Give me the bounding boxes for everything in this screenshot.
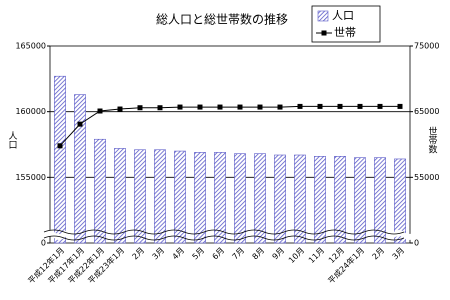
bar xyxy=(74,94,86,244)
legend-label: 人口 xyxy=(332,9,354,22)
x-tick-label: 6月 xyxy=(211,246,227,262)
marker xyxy=(57,143,63,149)
bar xyxy=(154,149,166,244)
x-tick-label: 9月 xyxy=(271,246,287,262)
marker xyxy=(217,104,223,110)
plot-frame xyxy=(49,45,411,244)
marker xyxy=(337,103,343,109)
bar xyxy=(274,154,286,244)
marker xyxy=(97,108,103,114)
x-tick-label: 3月 xyxy=(391,246,407,262)
bar xyxy=(334,156,346,244)
y-tick-label: 155000 xyxy=(15,173,46,182)
x-tick-label: 7月 xyxy=(231,246,247,262)
marker xyxy=(157,105,163,111)
marker xyxy=(397,103,403,109)
marker xyxy=(117,106,123,112)
bar xyxy=(394,158,406,244)
marker xyxy=(77,121,83,127)
y2-tick-label: 55000 xyxy=(414,173,439,182)
legend-swatch xyxy=(317,10,329,22)
axis-break xyxy=(394,230,424,240)
axis-break xyxy=(43,235,405,241)
y-tick-label: 165000 xyxy=(15,42,46,51)
bar xyxy=(294,154,306,244)
x-tick-label: 8月 xyxy=(251,246,267,262)
legend-box xyxy=(311,5,381,43)
bar xyxy=(214,152,226,244)
marker xyxy=(377,103,383,109)
x-tick-label: 3月 xyxy=(151,246,167,262)
bar xyxy=(234,153,246,244)
bar xyxy=(254,153,266,244)
y2-axis-label: 世帯数 xyxy=(427,125,438,154)
x-tick-label: 11月 xyxy=(307,246,326,265)
bar xyxy=(174,150,186,244)
y2-tick-label: 75000 xyxy=(414,42,439,51)
axis-break xyxy=(43,229,405,235)
y-axis-label: 人口 xyxy=(7,131,18,149)
bar xyxy=(194,152,206,244)
x-tick-label: 平成24年1月 xyxy=(326,245,367,286)
x-tick-label: 2月 xyxy=(371,246,387,262)
marker xyxy=(177,104,183,110)
marker xyxy=(237,104,243,110)
legend-marker xyxy=(321,30,327,36)
x-tick-label: 2月 xyxy=(131,246,147,262)
bar xyxy=(114,148,126,244)
x-tick-label: 4月 xyxy=(171,246,187,262)
line xyxy=(59,105,400,147)
marker xyxy=(137,105,143,111)
bar xyxy=(314,156,326,244)
bar xyxy=(374,157,386,244)
marker xyxy=(317,103,323,109)
x-tick-label: 5月 xyxy=(191,246,207,262)
y-tick-label: 0 xyxy=(41,239,46,248)
marker xyxy=(257,104,263,110)
axis-break xyxy=(44,230,74,240)
bar xyxy=(134,149,146,244)
bar xyxy=(94,138,106,244)
legend-label: 世帯 xyxy=(334,26,356,39)
marker xyxy=(357,103,363,109)
marker xyxy=(197,104,203,110)
bar xyxy=(54,75,66,244)
x-tick-label: 10月 xyxy=(287,246,306,265)
chart-title: 総人口と総世帯数の推移 xyxy=(156,12,288,27)
y2-tick-label: 0 xyxy=(414,239,419,248)
bar xyxy=(354,157,366,244)
marker xyxy=(297,103,303,109)
marker xyxy=(277,104,283,110)
y-tick-label: 160000 xyxy=(15,107,46,116)
y2-tick-label: 65000 xyxy=(414,107,439,116)
